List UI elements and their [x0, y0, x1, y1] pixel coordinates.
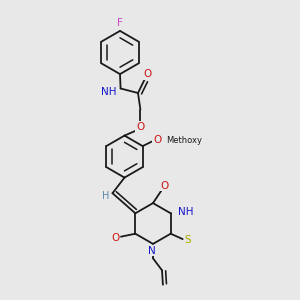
Text: O: O — [160, 181, 169, 191]
Text: O: O — [143, 69, 152, 79]
Text: Methoxy: Methoxy — [166, 136, 202, 145]
Text: O: O — [153, 135, 161, 145]
Text: NH: NH — [178, 207, 194, 217]
Text: H: H — [102, 190, 110, 201]
Text: O: O — [136, 122, 144, 132]
Text: N: N — [148, 245, 155, 256]
Text: S: S — [185, 235, 191, 245]
Text: O: O — [111, 233, 120, 243]
Text: F: F — [117, 17, 123, 28]
Text: NH: NH — [101, 87, 116, 98]
